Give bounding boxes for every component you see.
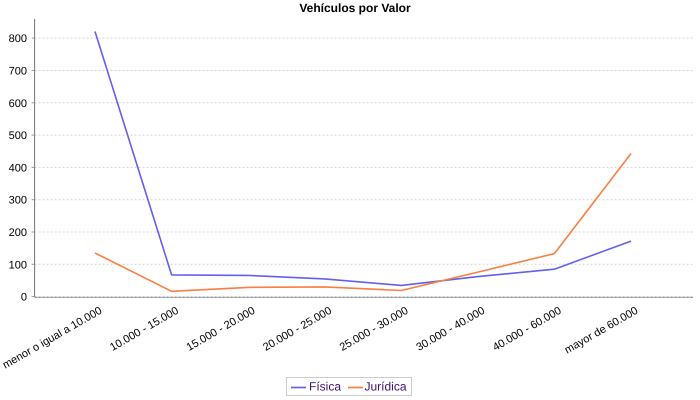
svg-text:400: 400: [9, 162, 27, 174]
svg-text:mayor de 60.000: mayor de 60.000: [563, 305, 641, 357]
svg-text:600: 600: [9, 98, 27, 110]
svg-text:Física: Física: [309, 380, 341, 394]
svg-text:25.000 - 30.000: 25.000 - 30.000: [338, 305, 411, 354]
svg-text:10.000 - 15.000: 10.000 - 15.000: [108, 305, 181, 354]
svg-text:100: 100: [9, 259, 27, 271]
svg-text:0: 0: [21, 292, 27, 304]
svg-text:200: 200: [9, 227, 27, 239]
svg-text:500: 500: [9, 130, 27, 142]
svg-text:15.000 - 20.000: 15.000 - 20.000: [185, 305, 258, 354]
svg-text:Vehículos por Valor: Vehículos por Valor: [299, 1, 411, 15]
svg-text:700: 700: [9, 66, 27, 78]
svg-text:40.000 - 60.000: 40.000 - 60.000: [491, 305, 564, 354]
svg-text:menor o igual a 10.000: menor o igual a 10.000: [1, 305, 104, 372]
svg-text:Jurídica: Jurídica: [365, 380, 407, 394]
svg-text:800: 800: [9, 33, 27, 45]
svg-text:20.000 - 25.000: 20.000 - 25.000: [261, 305, 334, 354]
svg-text:300: 300: [9, 195, 27, 207]
svg-text:30.000 - 40.000: 30.000 - 40.000: [414, 305, 487, 354]
